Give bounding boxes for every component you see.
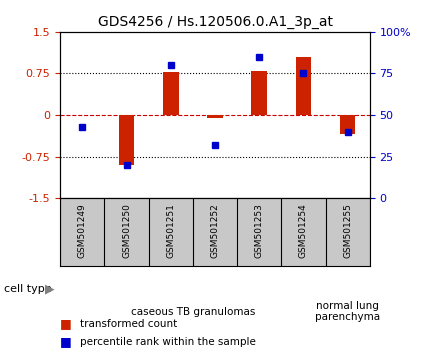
Bar (163, 72, 178, 115)
Text: GSM501251: GSM501251 (166, 204, 175, 258)
Text: GSM501254: GSM501254 (299, 204, 308, 258)
Title: GDS4256 / Hs.120506.0.A1_3p_at: GDS4256 / Hs.120506.0.A1_3p_at (98, 16, 332, 29)
Bar (119, 115, 134, 165)
Text: GSM501249: GSM501249 (78, 204, 87, 258)
Text: cell type: cell type (4, 284, 52, 293)
Text: ▶: ▶ (45, 282, 54, 295)
Bar (340, 115, 356, 135)
Bar (252, 71, 267, 115)
Bar (296, 57, 311, 115)
Bar (207, 115, 223, 118)
Text: GSM501253: GSM501253 (255, 204, 264, 258)
Text: caseous TB granulomas: caseous TB granulomas (131, 307, 255, 316)
Text: ■: ■ (60, 335, 72, 348)
Text: transformed count: transformed count (80, 319, 177, 329)
Text: percentile rank within the sample: percentile rank within the sample (80, 337, 255, 347)
Text: normal lung
parenchyma: normal lung parenchyma (315, 301, 380, 322)
Text: GSM501255: GSM501255 (343, 204, 352, 258)
Text: GSM501252: GSM501252 (211, 204, 219, 258)
Text: GSM501250: GSM501250 (122, 204, 131, 258)
Text: ■: ■ (60, 318, 72, 330)
